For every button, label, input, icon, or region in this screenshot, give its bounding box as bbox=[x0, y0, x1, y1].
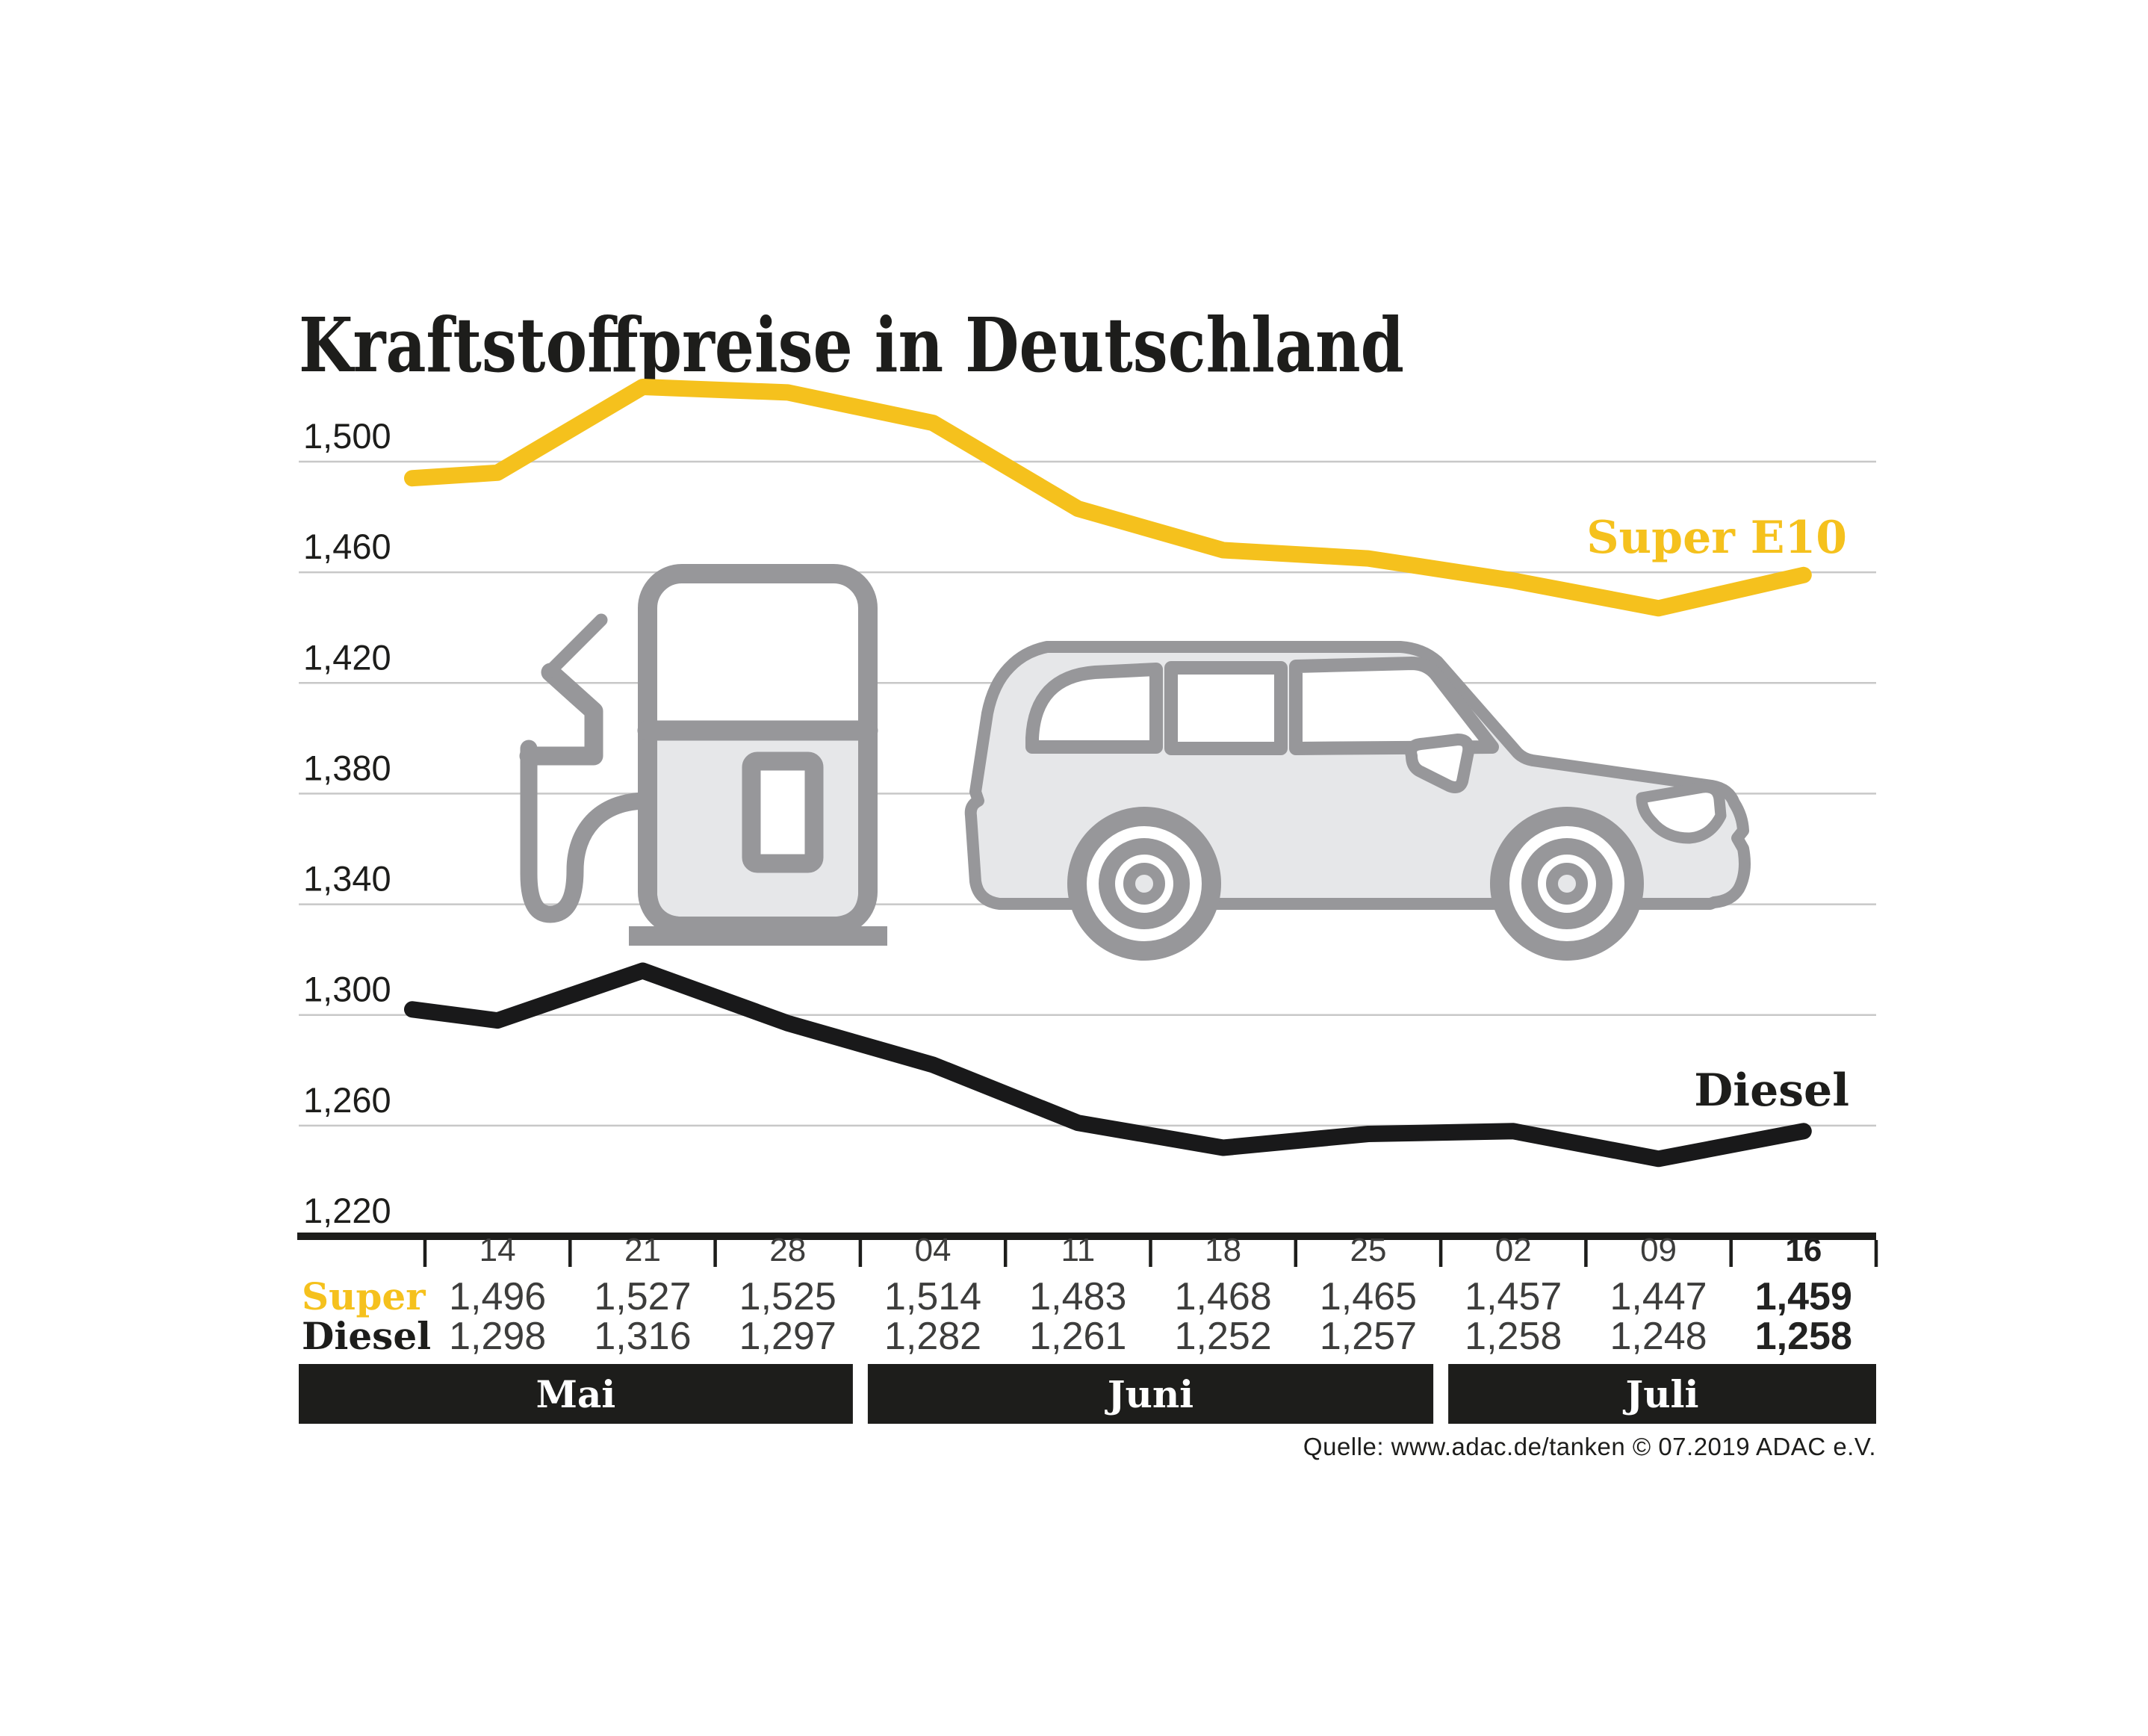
pump-hose bbox=[520, 740, 656, 923]
source-note: Quelle: www.adac.de/tanken © 07.2019 ADA… bbox=[1303, 1433, 1876, 1460]
super-value-5: 1,468 bbox=[1175, 1275, 1272, 1318]
diesel-value-2: 1,297 bbox=[739, 1315, 836, 1358]
super-value-7: 1,457 bbox=[1465, 1275, 1562, 1318]
date-label-28: 28 bbox=[769, 1232, 806, 1268]
super-value-3: 1,514 bbox=[884, 1275, 981, 1318]
super-value-1: 1,527 bbox=[594, 1275, 691, 1318]
fuel-pump-icon bbox=[519, 564, 887, 946]
car-middle-window bbox=[1164, 661, 1288, 755]
date-label-11: 11 bbox=[1061, 1232, 1096, 1268]
diesel-price-row: 1,298 1,316 1,297 1,282 1,261 1,252 1,257 1,258… bbox=[449, 1315, 1852, 1358]
date-label-09: 09 bbox=[1640, 1232, 1677, 1268]
month-bars: Mai Juni Juli bbox=[299, 1364, 1876, 1424]
car-front-window bbox=[1289, 657, 1499, 755]
diesel-value-3: 1,282 bbox=[884, 1315, 981, 1358]
month-bar-Juli bbox=[1448, 1364, 1876, 1424]
y-axis-label-1220: 1,220 bbox=[303, 1191, 391, 1230]
diesel-value-9: 1,258 bbox=[1755, 1315, 1852, 1358]
diesel-line bbox=[404, 962, 1812, 1168]
month-label-Juli: Juli bbox=[1623, 1372, 1699, 1416]
date-label-18: 18 bbox=[1205, 1232, 1241, 1268]
diesel-value-7: 1,258 bbox=[1465, 1315, 1562, 1358]
diesel-value-1: 1,316 bbox=[594, 1315, 691, 1358]
car-front-wheel bbox=[1490, 807, 1644, 961]
super-value-8: 1,447 bbox=[1610, 1275, 1707, 1318]
month-label-Mai: Mai bbox=[536, 1372, 616, 1416]
car-rear-wheel bbox=[1067, 807, 1221, 961]
date-label-25: 25 bbox=[1350, 1232, 1386, 1268]
x-axis-line bbox=[297, 1233, 1876, 1240]
month-bar-Mai bbox=[299, 1364, 853, 1424]
pump-base bbox=[629, 926, 887, 946]
diesel-value-6: 1,257 bbox=[1320, 1315, 1417, 1358]
date-label-16: 16 bbox=[1785, 1232, 1822, 1268]
super-value-6: 1,465 bbox=[1320, 1275, 1417, 1318]
data-lines bbox=[404, 379, 1812, 1168]
diesel-value-4: 1,261 bbox=[1029, 1315, 1126, 1358]
car-mirror bbox=[1405, 734, 1475, 793]
super-value-9: 1,459 bbox=[1755, 1275, 1852, 1318]
car-rear-window bbox=[1025, 663, 1163, 754]
super-e10-line bbox=[404, 379, 1812, 617]
super-value-2: 1,525 bbox=[739, 1275, 836, 1318]
diesel-value-8: 1,248 bbox=[1610, 1315, 1707, 1358]
y-axis-label-1460: 1,460 bbox=[303, 527, 391, 566]
super-e10-line-label: Super E10 bbox=[1586, 512, 1847, 564]
car-headlight bbox=[1636, 781, 1727, 844]
y-axis-label-1340: 1,340 bbox=[303, 859, 391, 899]
date-label-21: 21 bbox=[624, 1232, 661, 1268]
x-axis-ticks bbox=[423, 1240, 1878, 1267]
y-axis-label-1380: 1,380 bbox=[303, 748, 391, 787]
pump-nozzle-spout bbox=[544, 613, 608, 678]
diesel-value-0: 1,298 bbox=[449, 1315, 546, 1358]
date-labels: 14 21 28 04 11 18 25 02 09 16 bbox=[479, 1232, 1822, 1268]
diesel-value-5: 1,252 bbox=[1175, 1315, 1272, 1358]
date-label-02: 02 bbox=[1495, 1232, 1532, 1268]
y-axis-label-1300: 1,300 bbox=[303, 970, 391, 1009]
super-value-0: 1,496 bbox=[449, 1275, 546, 1318]
pump-display-window bbox=[742, 751, 824, 873]
date-label-14: 14 bbox=[479, 1232, 516, 1268]
month-label-Juni: Juni bbox=[1105, 1372, 1193, 1416]
super-row-label: Super bbox=[302, 1274, 426, 1318]
super-price-row: 1,496 1,527 1,525 1,514 1,483 1,468 1,465 1,457… bbox=[449, 1275, 1852, 1318]
super-value-4: 1,483 bbox=[1029, 1275, 1126, 1318]
diesel-line-label: Diesel bbox=[1694, 1064, 1849, 1117]
y-axis-label-1420: 1,420 bbox=[303, 637, 391, 677]
pump-nozzle-handle bbox=[519, 663, 603, 766]
car-icon bbox=[964, 641, 1751, 961]
y-axis-labels: 1,500 1,460 1,420 1,380 1,340 1,300 1,260 1,220 bbox=[303, 416, 391, 1230]
y-axis-label-1500: 1,500 bbox=[303, 416, 391, 456]
y-axis-label-1260: 1,260 bbox=[303, 1080, 391, 1120]
month-bar-Juni bbox=[867, 1364, 1434, 1424]
date-label-04: 04 bbox=[915, 1232, 952, 1268]
diesel-row-label: Diesel bbox=[302, 1314, 431, 1358]
page-title: Kraftstoffpreise in Deutschland bbox=[299, 301, 1404, 389]
